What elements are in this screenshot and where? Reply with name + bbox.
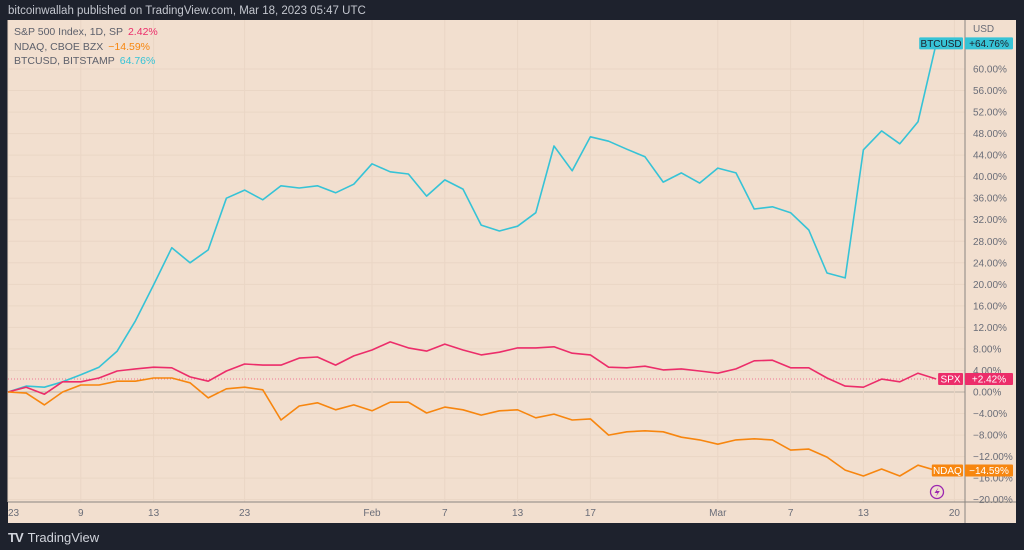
x-tick-label: 9 bbox=[78, 508, 84, 519]
y-tick-label: 32.00% bbox=[973, 215, 1007, 226]
y-tick-label: 20.00% bbox=[973, 280, 1007, 291]
tradingview-brand[interactable]: TV TradingView bbox=[8, 530, 99, 545]
series-line-ndaq bbox=[7, 377, 937, 477]
y-tick-label: 52.00% bbox=[973, 108, 1007, 119]
series-tag-ndaq bbox=[931, 464, 963, 477]
x-tick-label: 13 bbox=[512, 508, 524, 519]
chart-panel[interactable] bbox=[8, 20, 1016, 523]
y-tick-label: 16.00% bbox=[973, 301, 1007, 312]
last-value-label: −14.59% bbox=[969, 466, 1009, 477]
lightning-bolt bbox=[934, 487, 940, 497]
x-tick-label: 7 bbox=[442, 508, 448, 519]
y-tick-label: 56.00% bbox=[973, 86, 1007, 97]
series-line-spx bbox=[7, 341, 937, 396]
y-tick-label: −4.00% bbox=[973, 409, 1007, 420]
x-tick-label: Mar bbox=[709, 508, 727, 519]
brand-name: TradingView bbox=[27, 530, 100, 545]
tradingview-logo-icon: TV bbox=[8, 530, 24, 545]
y-tick-label: 44.00% bbox=[973, 151, 1007, 162]
last-value-badge-btcusd bbox=[965, 37, 1013, 50]
x-tick-label: 23 bbox=[239, 508, 251, 519]
legend-item-btcusd[interactable]: BTCUSD, BITSTAMP 64.76% bbox=[14, 55, 156, 67]
series-tag-spx bbox=[938, 372, 963, 385]
last-value-label: +2.42% bbox=[972, 374, 1006, 385]
series-line-btcusd bbox=[7, 43, 937, 393]
x-tick-label: 17 bbox=[585, 508, 597, 519]
x-tick-label: 7 bbox=[788, 508, 794, 519]
x-tick-label: 23 bbox=[8, 508, 20, 519]
y-tick-label: 4.00% bbox=[973, 366, 1001, 377]
y-tick-label: 12.00% bbox=[973, 323, 1007, 334]
y-tick-label: −12.00% bbox=[973, 452, 1013, 463]
published-header: bitcoinwallah published on TradingView.c… bbox=[8, 5, 366, 17]
legend-item-ndaq[interactable]: NDAQ, CBOE BZX −14.59% bbox=[14, 40, 151, 53]
y-tick-label: 28.00% bbox=[973, 237, 1007, 248]
y-tick-label: 24.00% bbox=[973, 258, 1007, 269]
y-tick-label: −16.00% bbox=[973, 474, 1013, 485]
series-tag-label: SPX bbox=[941, 374, 961, 385]
y-tick-label: 48.00% bbox=[973, 129, 1007, 140]
legend-value-btcusd: 64.76% bbox=[119, 55, 156, 67]
series-tag-label: NDAQ bbox=[933, 466, 962, 477]
last-value-badge-spx bbox=[965, 372, 1013, 385]
last-value-badge-ndaq bbox=[965, 464, 1013, 477]
series-tag-label: BTCUSD bbox=[921, 39, 962, 50]
x-tick-label: Feb bbox=[363, 508, 381, 519]
y-tick-label: 36.00% bbox=[973, 194, 1007, 205]
y-tick-label: 40.00% bbox=[973, 172, 1007, 183]
x-tick-label: 13 bbox=[148, 508, 160, 519]
lightning-icon bbox=[929, 484, 945, 500]
series-tag-btcusd bbox=[919, 37, 963, 50]
legend-value-ndaq: −14.59% bbox=[108, 40, 151, 53]
y-tick-label: 60.00% bbox=[973, 65, 1007, 76]
y-tick-label: 0.00% bbox=[973, 388, 1001, 399]
y-tick-label: −8.00% bbox=[973, 431, 1007, 442]
y-tick-label: 8.00% bbox=[973, 344, 1001, 355]
legend: S&P 500 Index, 1D, SP 2.42% NDAQ, CBOE BZ… bbox=[14, 25, 158, 69]
legend-item-spx[interactable]: S&P 500 Index, 1D, SP 2.42% bbox=[14, 26, 158, 38]
y-tick-label: −20.00% bbox=[973, 495, 1013, 506]
x-tick-label: 20 bbox=[949, 508, 961, 519]
last-value-label: +64.76% bbox=[969, 39, 1009, 50]
x-tick-label: 13 bbox=[858, 508, 870, 519]
legend-value-spx: 2.42% bbox=[127, 26, 158, 38]
y-axis-unit: USD bbox=[973, 24, 994, 35]
